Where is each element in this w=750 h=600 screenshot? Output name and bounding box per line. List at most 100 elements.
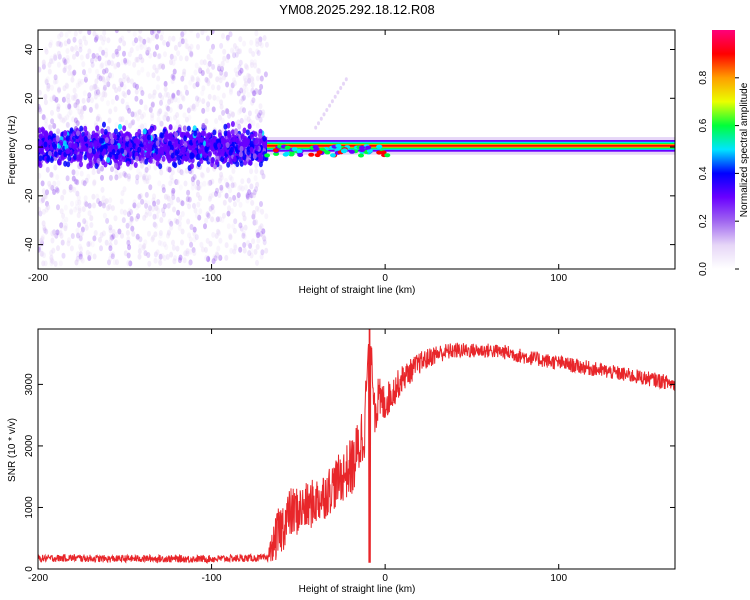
noise-cell: [91, 52, 96, 59]
band-cell: [110, 138, 115, 145]
noise-cell: [114, 87, 119, 94]
noise-cell: [255, 88, 260, 95]
noise-cell: [224, 107, 229, 114]
noise-cell: [61, 96, 66, 103]
noise-cell: [67, 104, 72, 111]
band-cell: [155, 140, 160, 147]
noise-cell: [255, 114, 260, 121]
noise-cell: [45, 76, 50, 83]
noise-cell: [197, 214, 202, 221]
noise-cell: [43, 193, 48, 200]
noise-cell: [226, 210, 231, 217]
noise-cell: [174, 179, 179, 185]
noise-cell: [190, 176, 195, 183]
noise-cell: [177, 224, 182, 231]
noise-cell: [75, 179, 80, 186]
signal-cell: [272, 148, 279, 153]
noise-cell: [106, 75, 111, 82]
noise-cell: [148, 106, 153, 113]
noise-cell: [78, 30, 83, 35]
noise-cell: [172, 206, 176, 213]
noise-cell: [196, 44, 200, 50]
noise-cell: [46, 85, 51, 92]
noise-cell: [144, 202, 149, 209]
noise-cell: [73, 93, 78, 99]
band-cell: [94, 141, 99, 148]
band-cell: [262, 135, 267, 142]
noise-cell: [218, 237, 223, 244]
band-cell: [230, 129, 235, 136]
noise-cell: [41, 220, 46, 227]
signal-band-layer: [267, 144, 675, 147]
snr-y-ticks: 0 1000 2000 3000: [24, 373, 675, 572]
noise-cell: [163, 51, 167, 58]
noise-cell: [100, 165, 104, 172]
band-cell: [250, 133, 254, 140]
signal-cell: [376, 144, 383, 149]
noise-cell: [108, 174, 113, 181]
noise-cell: [136, 115, 141, 122]
band-cell: [149, 126, 154, 133]
noise-cell: [166, 195, 171, 202]
noise-cell: [179, 169, 184, 176]
band-cell: [253, 131, 258, 138]
noise-cell: [231, 168, 236, 174]
noise-cell: [206, 77, 211, 84]
band-cell: [254, 138, 259, 145]
noise-cell: [153, 164, 158, 171]
noise-cell: [232, 77, 236, 84]
noise-cell: [79, 170, 84, 177]
noise-cell: [250, 99, 255, 106]
noise-cell: [159, 120, 164, 127]
noise-cell: [75, 104, 80, 111]
signal-cell: [349, 149, 355, 154]
noise-cell: [208, 179, 213, 186]
band-cell: [254, 145, 259, 151]
noise-cell: [155, 204, 160, 211]
noise-cell: [119, 198, 124, 205]
noise-cell: [73, 102, 78, 109]
spectrogram-x-tick-label: 0: [382, 273, 388, 284]
noise-cell: [215, 76, 220, 83]
spectrogram-y-tick-label: 20: [24, 92, 35, 104]
noise-cell: [92, 30, 97, 37]
noise-cell: [87, 202, 92, 209]
noise-cell: [190, 74, 195, 81]
noise-cell: [52, 78, 57, 85]
band-cell: [102, 148, 107, 155]
noise-cell: [57, 40, 62, 47]
noise-cell: [89, 215, 94, 222]
figure-title: YM08.2025.292.18.12.R08: [279, 2, 434, 17]
noise-cell: [98, 236, 102, 243]
noise-cell: [142, 40, 147, 46]
band-cell: [38, 160, 41, 167]
spectrogram-x-ticks: -200 -100 0 100: [28, 30, 567, 284]
noise-cell: [177, 257, 182, 264]
noise-cell: [164, 244, 169, 251]
band-cell: [197, 132, 202, 139]
noise-cell: [83, 73, 88, 80]
noise-cell: [249, 192, 254, 199]
noise-cell: [255, 205, 259, 212]
noise-cell: [155, 249, 160, 256]
noise-cell: [247, 110, 252, 117]
noise-cell: [144, 175, 149, 182]
band-cell: [148, 157, 153, 164]
noise-cell: [247, 189, 252, 196]
noise-cell: [109, 251, 114, 258]
noise-cell: [43, 93, 48, 100]
band-cell: [252, 153, 257, 160]
noise-cell: [192, 230, 197, 237]
noise-cell: [108, 108, 113, 115]
noise-cell: [88, 106, 93, 113]
band-cell: [166, 155, 171, 162]
noise-cell: [230, 111, 235, 118]
noise-cell: [87, 67, 92, 74]
noise-cell: [134, 88, 139, 95]
band-cell: [248, 159, 253, 166]
band-cell: [186, 125, 191, 132]
spectrogram-x-tick-label: 100: [550, 273, 567, 284]
noise-cell: [251, 97, 256, 104]
noise-cell: [220, 65, 224, 72]
noise-cell: [137, 35, 142, 42]
